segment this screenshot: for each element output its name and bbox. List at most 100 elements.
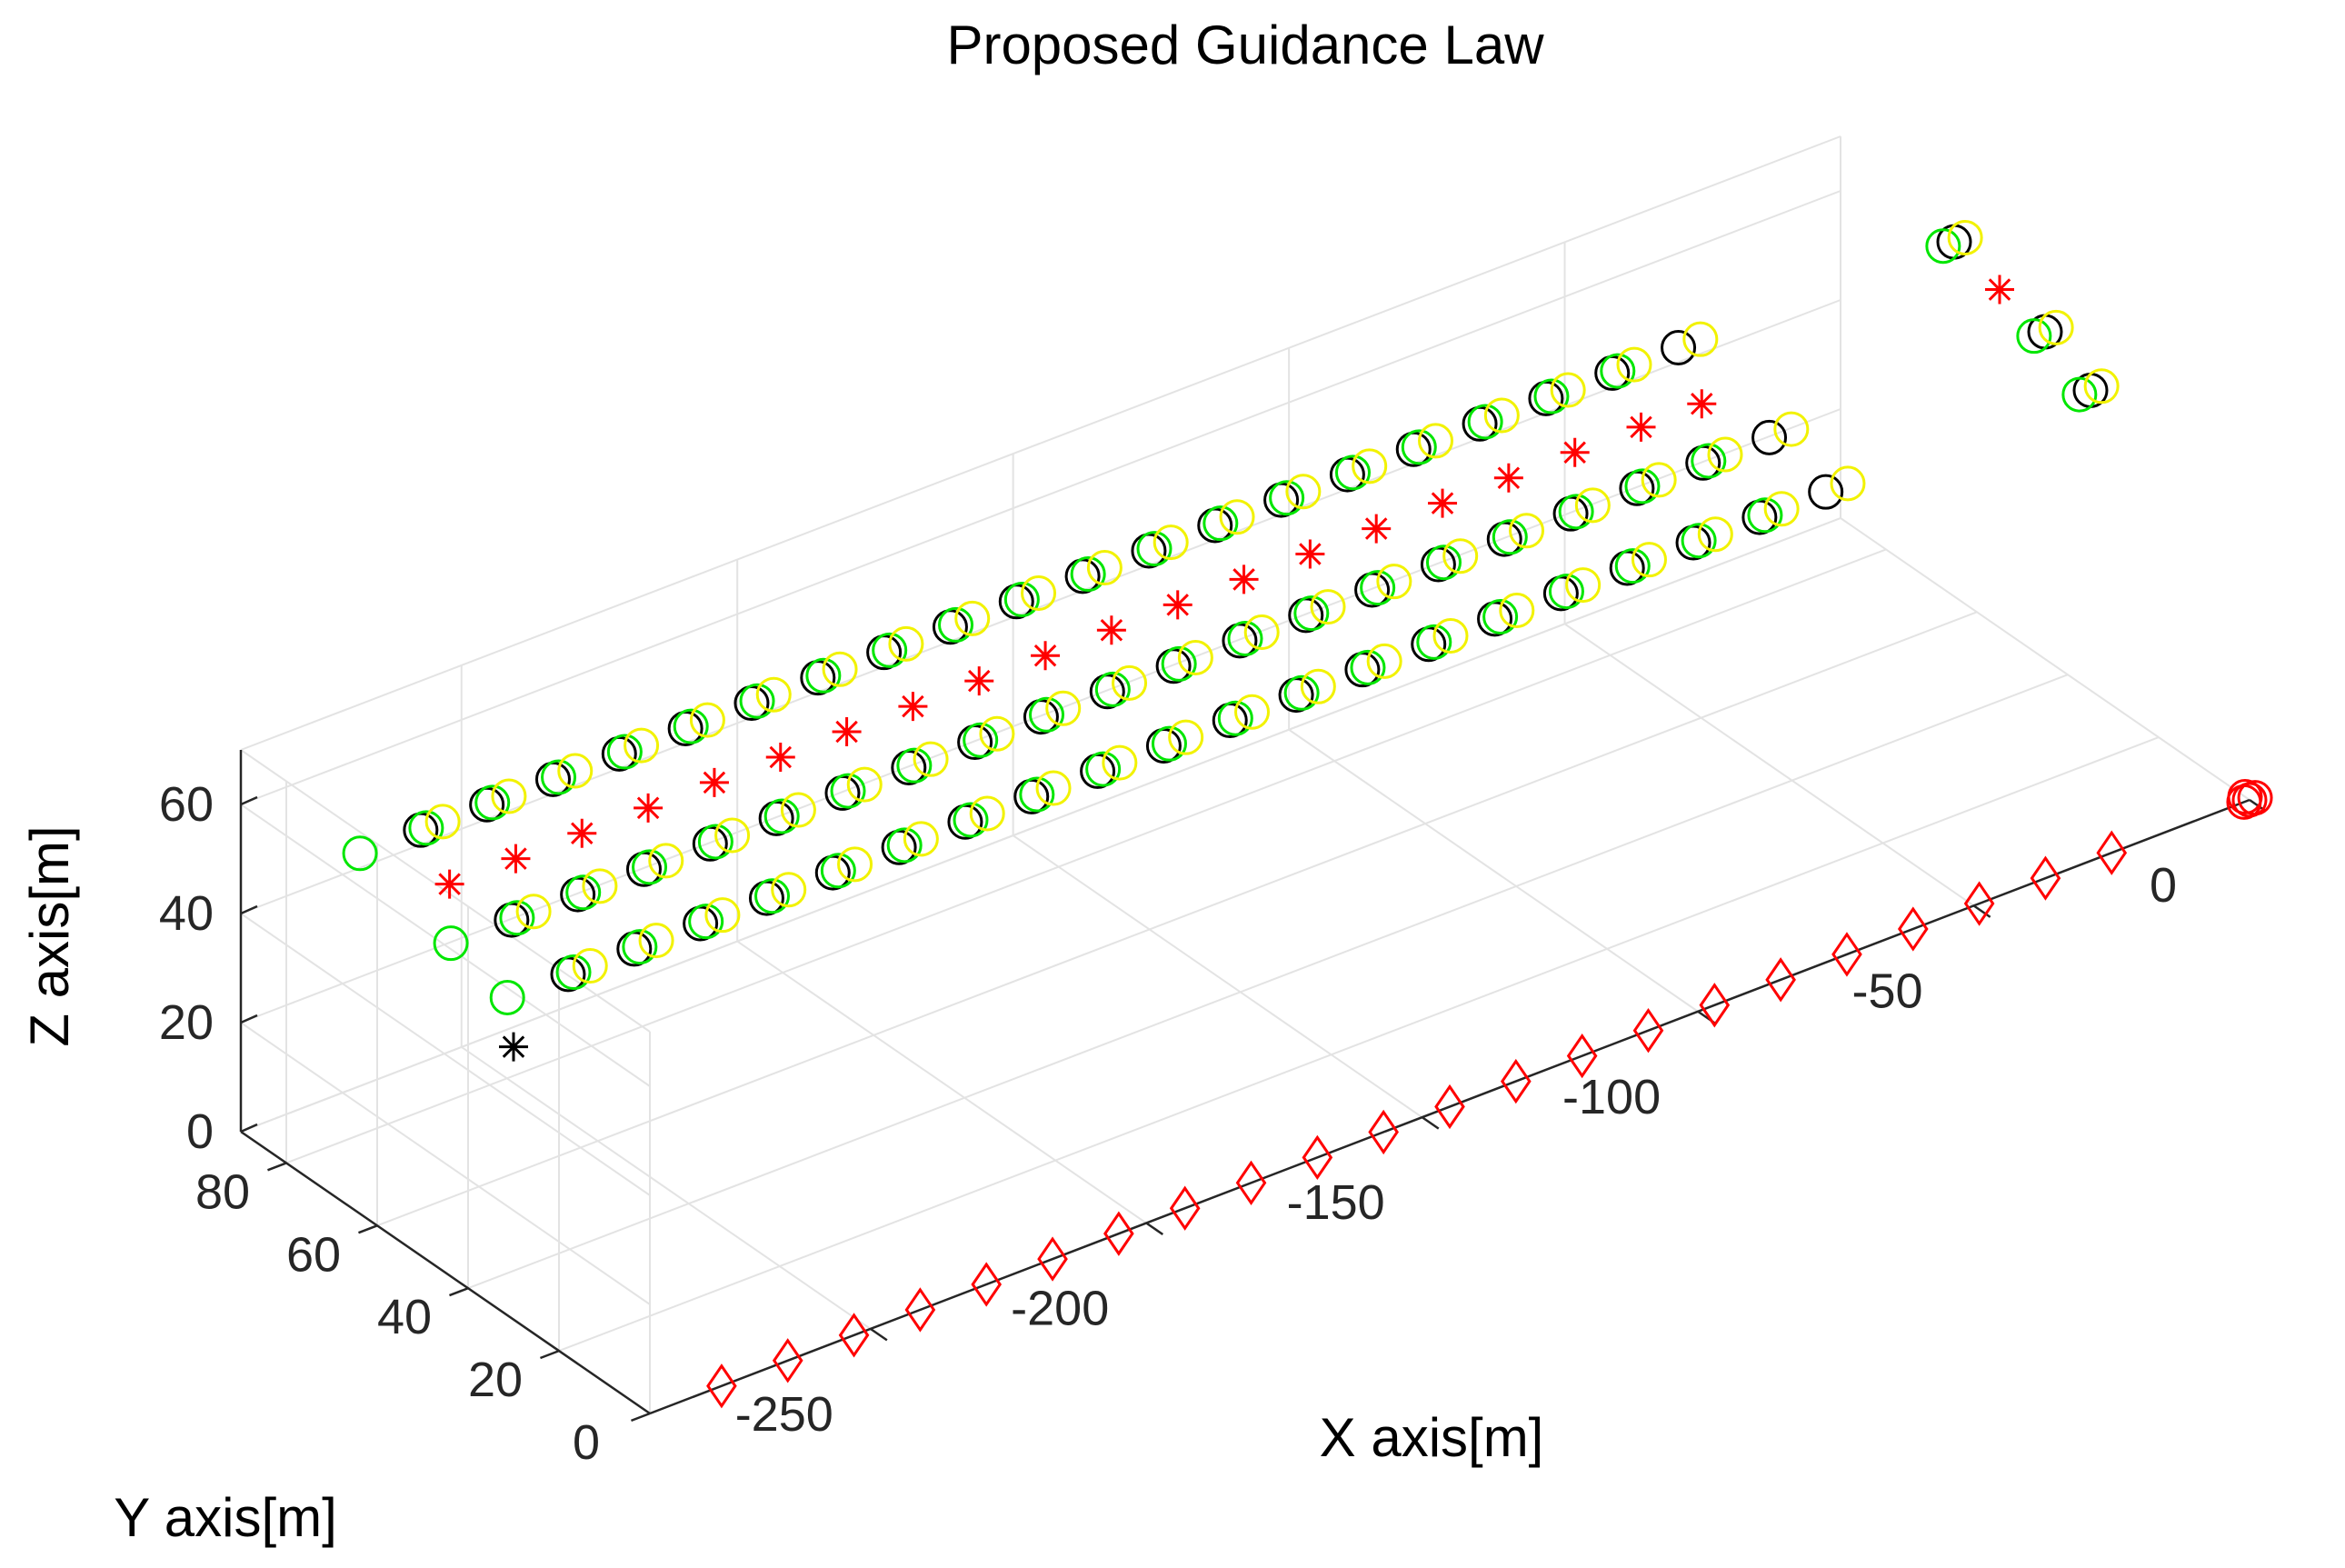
follower-3-ref-b-point: [1366, 643, 1402, 679]
grid-line-side-z: [240, 1022, 651, 1305]
marks-layer: [342, 219, 2273, 1409]
follower-1-ref-b-point: [491, 778, 527, 814]
follower-2-ref-a-point: [632, 849, 668, 885]
x-tick-label: 0: [2150, 858, 2177, 913]
follower-1-ref-b-point: [557, 753, 594, 789]
ground-trajectory-point: [772, 1338, 803, 1383]
follower-1-ref-b-point: [1021, 574, 1057, 611]
grid-line-floor-y: [558, 736, 2160, 1353]
ground-trajectory-point: [904, 1287, 936, 1333]
ground-trajectory-point: [1566, 1033, 1598, 1079]
follower-3-ref-a-point: [820, 853, 856, 889]
leader-point: [501, 844, 531, 874]
ground-trajectory-point: [1765, 957, 1796, 1003]
z-tick-label: 20: [159, 995, 214, 1050]
ground-trajectory-point: [1897, 906, 1929, 952]
follower-3-ref-b-point: [1234, 694, 1271, 730]
grid-line-back-z: [240, 190, 1841, 805]
follower-3-ref-a-point: [1283, 674, 1320, 711]
follower-2-ref-a-point: [1425, 544, 1462, 581]
leader-point: [898, 692, 928, 722]
follower-2-ref-a-point: [1094, 671, 1131, 707]
follower-1-ref-b-point: [624, 727, 660, 764]
axis-layer: [239, 750, 2250, 1415]
follower-1-point: [1661, 329, 1697, 365]
follower-1-ref-b-point: [1947, 219, 1983, 255]
follower-3-ref-b-point: [1631, 542, 1667, 578]
follower-2-ref-b-point: [515, 894, 552, 930]
follower-2-ref-b-point: [846, 766, 883, 803]
follower-1-ref-a-point: [1334, 454, 1371, 491]
leader-point: [1031, 641, 1061, 671]
follower-1-ref-a-point: [541, 759, 577, 795]
follower-3-ref-b-point: [1697, 516, 1733, 553]
leader-point: [1096, 615, 1126, 645]
grid-line-floor-x: [1840, 517, 2250, 801]
ground-trajectory-point: [1103, 1211, 1134, 1256]
grid-line-floor-y: [285, 548, 1887, 1164]
follower-1-ref-a-point: [1269, 480, 1305, 516]
grid-line-floor-x: [736, 940, 1147, 1224]
leader-point: [1229, 564, 1259, 594]
follower-2-ref-b-point: [2038, 309, 2074, 345]
y-tick-label: 60: [286, 1227, 341, 1282]
follower-3-ref-b-point: [1035, 770, 1072, 806]
follower-1-ref-a-point: [1003, 581, 1040, 617]
ground-trajectory-point: [1235, 1160, 1267, 1205]
follower-3-ref-b-point: [1168, 719, 1204, 755]
grid-line-floor-x: [1288, 728, 1699, 1013]
follower-2-ref-b-point: [582, 868, 618, 904]
follower-1-ref-b-point: [424, 804, 461, 840]
follower-2-ref-b-point: [1045, 690, 1082, 726]
follower-1-ref-b-point: [1086, 550, 1123, 586]
ground-trajectory-point: [1699, 983, 1731, 1028]
x-axis-line: [649, 798, 2250, 1415]
follower-2-point: [1751, 419, 1788, 455]
follower-2-ref-a-point: [1227, 621, 1263, 656]
follower-2-ref-a-point: [1293, 595, 1330, 632]
follower-3-ref-b-point: [771, 872, 807, 908]
follower-2-ref-b-point: [1509, 513, 1545, 549]
follower-1-ref-a-point: [805, 657, 842, 694]
follower-2-ref-a-point: [433, 925, 469, 962]
follower-3-ref-a-point: [489, 979, 525, 1015]
follower-1-ref-a-point: [1136, 531, 1172, 567]
ground-trajectory-point: [838, 1313, 870, 1358]
ground-trajectory-point: [2096, 830, 2128, 875]
y-tick-label: 80: [195, 1164, 250, 1219]
follower-3-ref-b-point: [1432, 617, 1469, 654]
x-tick-mark: [1145, 1222, 1164, 1236]
follower-1-ref-a-point: [474, 784, 511, 821]
z-tick-label: 60: [159, 777, 214, 832]
follower-2-ref-b-point: [1310, 589, 1346, 625]
y-tick-label: 0: [573, 1415, 600, 1470]
z-tick-mark: [240, 904, 258, 915]
follower-3-ref-a-point: [622, 929, 658, 965]
z-tick-mark: [240, 1014, 258, 1024]
leader-point: [1295, 539, 1325, 569]
x-tick-mark: [1972, 904, 1991, 918]
follower-3-ref-b-point: [572, 948, 608, 984]
follower-1-ref-b-point: [755, 676, 792, 713]
follower-3-ref-a-point: [886, 827, 923, 864]
ground-trajectory-point: [1632, 1008, 1664, 1054]
follower-3-ref-b-point: [1830, 465, 1866, 502]
grid-line-side-z: [240, 913, 651, 1196]
follower-2-ref-a-point: [1161, 645, 1197, 682]
follower-3-ref-b-point: [969, 795, 1005, 832]
leader-point: [1163, 590, 1192, 620]
grid-layer: [240, 135, 2250, 1414]
follower-3-point: [1808, 474, 1844, 510]
follower-1-ref-a-point: [1925, 228, 1961, 265]
follower-2-ref-b-point: [780, 792, 816, 828]
leader-point: [567, 818, 597, 848]
follower-2-ref-a-point: [499, 900, 535, 936]
follower-3-ref-a-point: [1614, 548, 1651, 584]
follower-1-ref-a-point: [739, 683, 775, 719]
follower-3-ref-a-point: [1019, 776, 1055, 813]
follower-1-ref-a-point: [673, 708, 709, 744]
follower-2-ref-b-point: [714, 817, 751, 854]
x-tick-label: -250: [735, 1387, 833, 1442]
